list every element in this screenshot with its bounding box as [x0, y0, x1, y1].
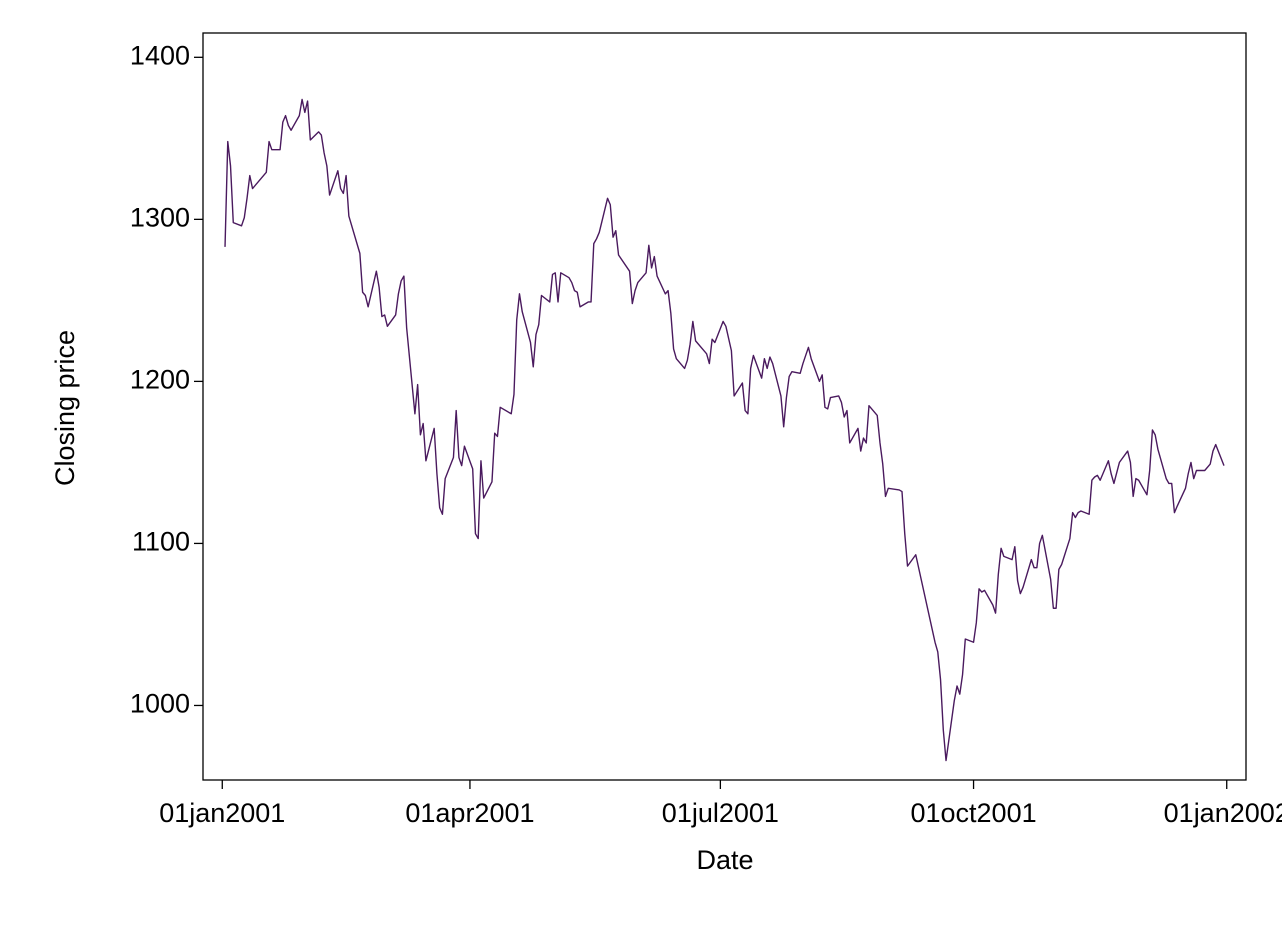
- y-tick-label: 1200: [130, 365, 190, 395]
- y-tick-label: 1000: [130, 689, 190, 719]
- x-tick-label: 01oct2001: [910, 798, 1036, 828]
- x-tick-label: 01jan2002: [1164, 798, 1282, 828]
- price-line: [224, 98, 1225, 762]
- x-tick-label: 01jul2001: [662, 798, 779, 828]
- x-axis-title: Date: [696, 845, 753, 875]
- x-tick-label: 01apr2001: [405, 798, 534, 828]
- x-tick-label: 01jan2001: [159, 798, 285, 828]
- y-tick-label: 1400: [130, 40, 190, 70]
- y-axis-title: Closing price: [50, 330, 80, 486]
- y-tick-label: 1300: [130, 202, 190, 232]
- plot-frame: [202, 32, 1247, 781]
- y-tick-label: 1100: [132, 527, 190, 557]
